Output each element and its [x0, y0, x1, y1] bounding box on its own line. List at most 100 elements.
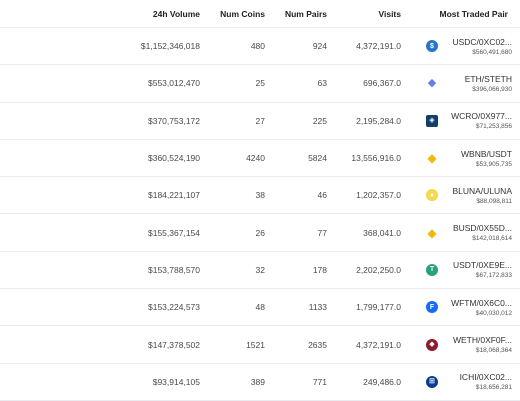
pair-name[interactable]: ETH/STETH	[464, 73, 512, 84]
ethereum-icon: ◆	[427, 76, 437, 89]
usdc-coin-icon: $	[426, 40, 438, 53]
pair-text: BUSD/0X55D... $142,018,614	[444, 223, 512, 242]
pair-link[interactable]: ⊞ ICHI/0XC02... $18,656,281	[401, 372, 512, 391]
pair-text: WCRO/0X977... $71,253,856	[444, 111, 512, 130]
pair-volume: $67,172,833	[475, 272, 512, 280]
visits-cell: 368,041.0	[363, 227, 401, 238]
pair-link[interactable]: ● BLUNA/ULUNA $88,098,811	[401, 186, 512, 205]
pair-text: ICHI/0XC02... $18,656,281	[444, 372, 512, 391]
volume-cell: $370,753,172	[148, 115, 200, 126]
pair-link[interactable]: $ USDC/0XC02... $560,491,680	[401, 37, 512, 56]
header-num-pairs[interactable]: Num Pairs	[284, 8, 327, 19]
pair-volume: $18,068,364	[475, 347, 512, 355]
pair-volume: $396,066,930	[472, 85, 512, 93]
most-traded-pair-cell: ◆ WBNB/USDT $53,905,735	[401, 149, 520, 168]
visits-cell: 1,799,177.0	[356, 302, 401, 313]
num-coins-cell: 389	[250, 376, 265, 387]
num-coins-cell: 25	[255, 78, 265, 89]
visits-cell: 696,367.0	[363, 78, 401, 89]
num-pairs-cell: 2635	[308, 339, 327, 350]
visits-cell: 2,195,284.0	[356, 115, 401, 126]
num-pairs-cell: 1133	[308, 302, 327, 313]
table-row[interactable]: $1,152,346,018 480 924 4,372,191.0 $ USDC/0XC…	[0, 28, 520, 66]
table-row[interactable]: $147,378,502 1521 2635 4,372,191.0 ◆ WETH/0XF…	[0, 326, 520, 364]
cronos-icon: ◈	[426, 114, 438, 127]
pair-volume: $40,030,012	[475, 309, 512, 317]
pair-name[interactable]: WCRO/0X977...	[451, 111, 512, 122]
table-row[interactable]: $153,788,570 32 178 2,202,250.0 T USDT/0XE9E.…	[0, 252, 520, 290]
most-traded-pair-cell: ● BLUNA/ULUNA $88,098,811	[401, 186, 520, 205]
pair-link[interactable]: ◆ BUSD/0X55D... $142,018,614	[401, 223, 512, 242]
most-traded-pair-cell: T USDT/0XE9E... $67,172,833	[401, 260, 520, 279]
pair-volume: $88,098,811	[476, 197, 512, 205]
table-row[interactable]: $370,753,172 27 225 2,195,284.0 ◈ WCRO/0X977.…	[0, 103, 520, 140]
table-row[interactable]: $360,524,190 4240 5824 13,556,916.0 ◆ WBNB/US…	[0, 140, 520, 178]
pair-volume: $142,018,614	[472, 235, 512, 243]
table-body: $1,152,346,018 480 924 4,372,191.0 $ USDC/0XC…	[0, 28, 520, 401]
table-row[interactable]: $93,914,105 389 771 249,486.0 ⊞ ICHI/0XC02...…	[0, 364, 520, 401]
num-pairs-cell: 46	[317, 190, 327, 201]
num-coins-cell: 480	[250, 41, 265, 52]
most-traded-pair-cell: ◆ ETH/STETH $396,066,930	[401, 74, 520, 93]
pair-name[interactable]: BLUNA/ULUNA	[452, 185, 512, 196]
volume-cell: $155,367,154	[148, 227, 200, 238]
most-traded-pair-cell: $ USDC/0XC02... $560,491,680	[401, 37, 520, 56]
bnb-icon: ◆	[427, 151, 437, 166]
most-traded-pair-cell: ◈ WCRO/0X977... $71,253,856	[401, 111, 520, 130]
most-traded-pair-cell: ◆ WETH/0XF0F... $18,068,364	[401, 335, 520, 354]
header-num-coins[interactable]: Num Coins	[220, 8, 265, 19]
pair-text: BLUNA/ULUNA $88,098,811	[444, 186, 512, 205]
pair-volume: $18,656,281	[475, 384, 512, 392]
num-pairs-cell: 178	[312, 264, 327, 275]
pair-link[interactable]: T USDT/0XE9E... $67,172,833	[401, 260, 512, 279]
pair-name[interactable]: WBNB/USDT	[461, 148, 512, 159]
pair-text: WBNB/USDT $53,905,735	[444, 149, 512, 168]
pair-text: USDC/0XC02... $560,491,680	[444, 37, 512, 56]
ichi-icon: ⊞	[426, 375, 438, 388]
pair-text: WETH/0XF0F... $18,068,364	[444, 335, 512, 354]
header-24h-volume[interactable]: 24h Volume	[152, 8, 200, 19]
volume-cell: $153,788,570	[148, 264, 200, 275]
volume-cell: $153,224,573	[148, 302, 200, 313]
volume-cell: $93,914,105	[152, 376, 200, 387]
pair-name[interactable]: USDC/0XC02...	[452, 36, 512, 47]
pair-name[interactable]: ICHI/0XC02...	[459, 372, 512, 383]
volume-cell: $147,378,502	[148, 339, 200, 350]
pair-name[interactable]: USDT/0XE9E...	[452, 260, 512, 271]
pair-volume: $71,253,856	[475, 123, 512, 131]
num-pairs-cell: 924	[312, 41, 327, 52]
num-coins-cell: 48	[255, 302, 265, 313]
busd-icon: ◆	[427, 225, 437, 240]
pair-name[interactable]: WFTM/0X6C0...	[451, 297, 512, 308]
pair-text: ETH/STETH $396,066,930	[444, 74, 512, 93]
volume-cell: $360,524,190	[148, 153, 200, 164]
table-row[interactable]: $155,367,154 26 77 368,041.0 ◆ BUSD/0X55D... $…	[0, 214, 520, 252]
most-traded-pair-cell: F WFTM/0X6C0... $40,030,012	[401, 298, 520, 317]
pair-link[interactable]: ◈ WCRO/0X977... $71,253,856	[401, 111, 512, 130]
pair-link[interactable]: ◆ ETH/STETH $396,066,930	[401, 74, 512, 93]
table-row[interactable]: $184,221,107 38 46 1,202,357.0 ● BLUNA/ULUNA $…	[0, 177, 520, 215]
header-most-traded-pair[interactable]: Most Traded Pair	[439, 8, 509, 19]
pair-volume: $560,491,680	[472, 48, 512, 56]
volume-cell: $553,012,470	[148, 78, 200, 89]
volume-cell: $184,221,107	[148, 190, 200, 201]
pair-name[interactable]: WETH/0XF0F...	[452, 335, 512, 346]
num-coins-cell: 27	[255, 115, 265, 126]
visits-cell: 4,372,191.0	[356, 41, 401, 52]
pair-link[interactable]: ◆ WETH/0XF0F... $18,068,364	[401, 335, 512, 354]
header-visits[interactable]: Visits	[378, 8, 401, 19]
visits-cell: 13,556,916.0	[351, 153, 401, 164]
table-header: 24h Volume Num Coins Num Pairs Visits Mo…	[0, 0, 520, 28]
table-row[interactable]: $153,224,573 48 1133 1,799,177.0 F WFTM/0X6C0…	[0, 289, 520, 327]
tether-icon: T	[426, 263, 438, 276]
weth-icon: ◆	[426, 338, 438, 351]
visits-cell: 2,202,250.0	[356, 264, 401, 275]
num-pairs-cell: 77	[317, 227, 327, 238]
pair-link[interactable]: F WFTM/0X6C0... $40,030,012	[401, 298, 512, 317]
pair-link[interactable]: ◆ WBNB/USDT $53,905,735	[401, 149, 512, 168]
bluna-icon: ●	[426, 189, 438, 202]
num-coins-cell: 38	[255, 190, 265, 201]
table-row[interactable]: $553,012,470 25 63 696,367.0 ◆ ETH/STETH $396,…	[0, 65, 520, 103]
pair-name[interactable]: BUSD/0X55D...	[452, 223, 512, 234]
